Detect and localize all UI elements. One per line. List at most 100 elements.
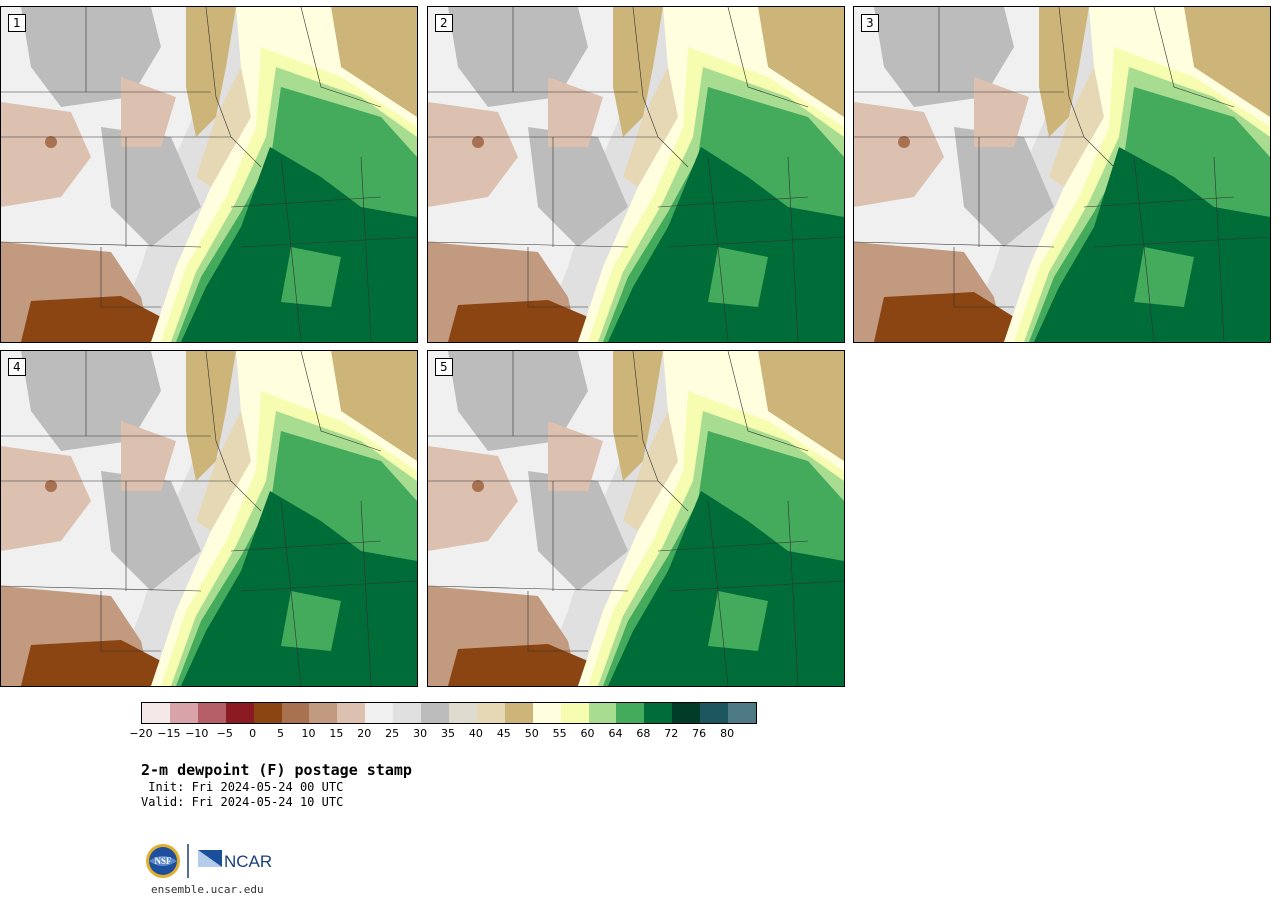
panel-number: 4 bbox=[8, 358, 26, 376]
colorbar-tick-label: −5 bbox=[216, 727, 233, 740]
colorbar-swatch bbox=[588, 703, 617, 723]
dewpoint-band-tan-northeast bbox=[331, 351, 417, 461]
dewpoint-band-pink-plains bbox=[548, 77, 603, 147]
colorbar-tick-label: 60 bbox=[580, 727, 595, 740]
colorbar-swatch bbox=[448, 703, 477, 723]
colorbar-swatch bbox=[169, 703, 198, 723]
colorbar-tick-label: 80 bbox=[720, 727, 735, 740]
dewpoint-band-tan bbox=[613, 7, 663, 137]
moist-pocket bbox=[708, 591, 768, 651]
panel-number: 2 bbox=[435, 14, 453, 32]
state-border bbox=[230, 540, 382, 552]
moist-pocket bbox=[281, 591, 341, 651]
dewpoint-band-tan-northeast bbox=[758, 7, 844, 117]
dewpoint-map-1 bbox=[1, 7, 417, 342]
colorbar-swatch bbox=[309, 703, 338, 723]
colorbar-tick-label: 20 bbox=[357, 727, 372, 740]
state-border bbox=[1093, 236, 1270, 248]
colorbar bbox=[141, 702, 757, 724]
state-border bbox=[300, 351, 382, 452]
site-url: ensemble.ucar.edu bbox=[151, 883, 264, 896]
state-border bbox=[1058, 7, 1115, 168]
valid-time: Valid: Fri 2024-05-24 10 UTC bbox=[141, 795, 344, 809]
dewpoint-band-dark-brown bbox=[21, 296, 161, 342]
state-border bbox=[280, 156, 302, 342]
moist-region-dark-green bbox=[1034, 147, 1270, 342]
dewpoint-band-tan-northeast bbox=[1184, 7, 1270, 117]
dewpoint-band-pink bbox=[1, 102, 91, 207]
colorbar-swatch bbox=[197, 703, 226, 723]
dewpoint-band-beige bbox=[196, 67, 251, 187]
state-border bbox=[360, 500, 372, 686]
colorbar-swatch bbox=[365, 703, 394, 723]
dewpoint-band-pink-plains bbox=[548, 421, 603, 491]
dewpoint-band-beige bbox=[623, 67, 678, 187]
state-border bbox=[707, 156, 729, 342]
moist-pocket bbox=[708, 247, 768, 307]
logo-ncar-text: NCAR bbox=[224, 852, 272, 871]
state-border bbox=[854, 241, 1055, 248]
state-border bbox=[1213, 156, 1225, 342]
dewpoint-blob bbox=[45, 480, 57, 492]
map-panel-2: 2 bbox=[427, 6, 845, 343]
state-border bbox=[300, 7, 382, 108]
colorbar-tick-label: 5 bbox=[277, 727, 285, 740]
colorbar-tick-label: −15 bbox=[157, 727, 181, 740]
colorbar-tick-label: −10 bbox=[185, 727, 209, 740]
dewpoint-band-tan bbox=[186, 7, 236, 137]
state-border bbox=[787, 156, 799, 342]
colorbar-swatch bbox=[281, 703, 310, 723]
colorbar-tick-label: 30 bbox=[413, 727, 428, 740]
colorbar-tick-label: 72 bbox=[664, 727, 679, 740]
dewpoint-band-tan bbox=[1039, 7, 1089, 137]
state-border bbox=[787, 500, 799, 686]
dewpoint-band-beige bbox=[623, 411, 678, 531]
dewpoint-band-pink bbox=[1, 446, 91, 551]
colorbar-tick-label: 55 bbox=[552, 727, 567, 740]
colorbar-tick-label: −20 bbox=[129, 727, 153, 740]
state-border bbox=[1153, 7, 1235, 108]
dewpoint-blob bbox=[472, 480, 484, 492]
colorbar-tick-label: 40 bbox=[468, 727, 483, 740]
dewpoint-blob bbox=[898, 136, 910, 148]
colorbar-swatch bbox=[421, 703, 449, 723]
colorbar-tick-label: 50 bbox=[524, 727, 539, 740]
dewpoint-band-dark-brown bbox=[448, 300, 588, 342]
colorbar-swatch bbox=[337, 703, 366, 723]
dewpoint-band-pink bbox=[428, 446, 518, 551]
state-border bbox=[657, 540, 809, 552]
colorbar-swatch bbox=[700, 703, 729, 723]
state-border bbox=[428, 241, 629, 248]
colorbar-swatch bbox=[253, 703, 282, 723]
colorbar-swatch bbox=[142, 703, 170, 723]
state-border bbox=[727, 7, 809, 108]
colorbar-swatch bbox=[728, 703, 756, 723]
map-panel-5: 5 bbox=[427, 350, 845, 687]
state-border bbox=[280, 500, 302, 686]
dewpoint-band-pink-plains bbox=[974, 77, 1029, 147]
moist-region-dark-green bbox=[608, 491, 844, 686]
dewpoint-map-3 bbox=[854, 7, 1270, 342]
dewpoint-blob bbox=[45, 136, 57, 148]
dewpoint-map-4 bbox=[1, 351, 417, 686]
dewpoint-band-pink bbox=[428, 102, 518, 207]
colorbar-tick-label: 10 bbox=[301, 727, 316, 740]
colorbar-tick-label: 68 bbox=[636, 727, 651, 740]
moist-pocket bbox=[1134, 247, 1194, 307]
colorbar-tick-label: 15 bbox=[329, 727, 344, 740]
state-border bbox=[1, 585, 202, 592]
state-border bbox=[360, 156, 372, 342]
colorbar-swatch bbox=[225, 703, 254, 723]
state-border bbox=[1, 241, 202, 248]
map-panel-4: 4 bbox=[0, 350, 418, 687]
state-border bbox=[667, 236, 844, 248]
state-border bbox=[632, 351, 689, 512]
panel-number: 3 bbox=[861, 14, 879, 32]
dewpoint-band-beige bbox=[1049, 67, 1104, 187]
dewpoint-band-dark-brown bbox=[874, 292, 1014, 342]
state-border bbox=[240, 236, 417, 248]
panel-number: 1 bbox=[8, 14, 26, 32]
colorbar-tick-label: 0 bbox=[249, 727, 257, 740]
colorbar-swatch bbox=[560, 703, 589, 723]
colorbar-tick-label: 64 bbox=[608, 727, 623, 740]
